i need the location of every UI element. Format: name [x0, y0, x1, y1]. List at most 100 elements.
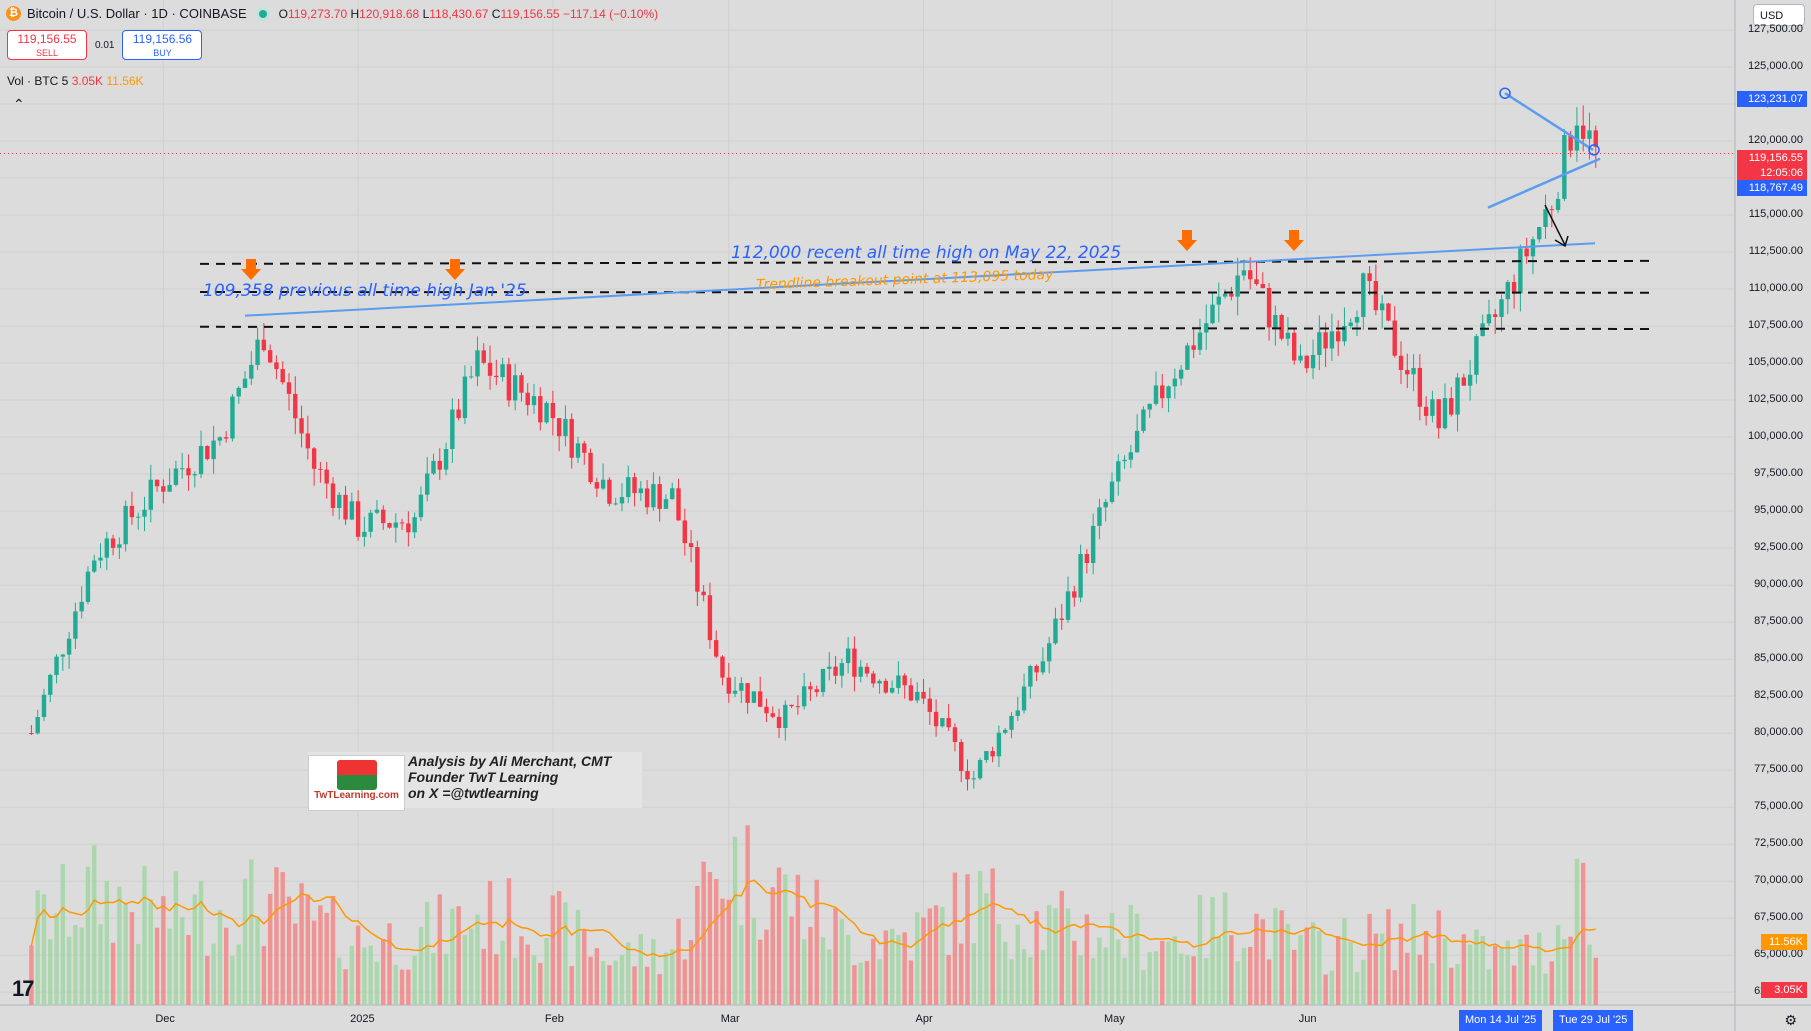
candle — [550, 402, 556, 419]
volume-bar — [1518, 939, 1523, 1005]
candle — [1549, 209, 1554, 211]
candle — [1128, 452, 1134, 460]
candle — [280, 369, 285, 383]
candle — [1379, 303, 1385, 311]
volume-bar — [1530, 965, 1536, 1005]
candle — [757, 691, 763, 707]
volume-bar — [827, 949, 832, 1005]
candle — [1279, 314, 1284, 339]
candle — [745, 683, 750, 703]
volume-bar — [1216, 937, 1222, 1005]
volume-bar — [1442, 938, 1448, 1005]
volume-bar — [946, 954, 951, 1005]
candle — [117, 544, 122, 548]
volume-bar — [79, 927, 84, 1005]
volume-bar — [437, 894, 442, 1005]
settings-gear-icon[interactable]: ⚙ — [1784, 1012, 1797, 1028]
volume-bar — [1386, 909, 1391, 1005]
volume-bar — [205, 955, 210, 1005]
currency-selector[interactable]: USD — [1753, 4, 1805, 26]
volume-bar — [959, 943, 964, 1005]
trade-panel: 119,156.55 SELL 0.01 119,156.56 BUY — [7, 30, 203, 60]
y-tick-label: 107,500.00 — [1747, 319, 1803, 332]
volume-bar — [871, 938, 876, 1005]
annotation-ath-may[interactable]: 112,000 recent all time high on May 22, … — [731, 243, 1122, 263]
credit-box: TwTLearning.com Analysis by Ali Merchant… — [308, 752, 642, 811]
candle — [1097, 507, 1102, 526]
volume-bar — [412, 955, 417, 1005]
volume-bar — [198, 880, 204, 1005]
volume-bar — [789, 916, 794, 1005]
countdown-tag: 12:05:06 — [1737, 165, 1807, 181]
volume-bar — [764, 929, 769, 1005]
volume-bar — [1511, 965, 1517, 1005]
volume-bar — [852, 965, 857, 1005]
x-tick-label: Apr — [915, 1013, 933, 1025]
volume-bar — [575, 909, 581, 1005]
trendline — [244, 242, 1596, 317]
volume-bar — [1147, 952, 1152, 1005]
candle — [249, 364, 254, 379]
volume-bar — [381, 938, 386, 1005]
volume-bar — [431, 952, 436, 1005]
volume-bar — [833, 908, 838, 1005]
candle — [921, 691, 926, 699]
volume-bar — [1072, 940, 1077, 1005]
volume-bar — [839, 918, 845, 1005]
volume-bar — [161, 896, 166, 1005]
y-tick-label: 92,500.00 — [1754, 541, 1803, 554]
candle — [1354, 316, 1360, 323]
y-tick-label: 90,000.00 — [1754, 578, 1803, 591]
volume-bar — [1273, 908, 1278, 1005]
volume-bar — [638, 933, 644, 1005]
buy-button[interactable]: 119,156.56 BUY — [122, 30, 203, 60]
volume-bar — [1116, 939, 1121, 1005]
volume-bar — [1329, 970, 1335, 1005]
candle — [1222, 293, 1228, 297]
volume-bar — [626, 942, 631, 1005]
candle — [1511, 282, 1517, 294]
candle — [161, 486, 166, 492]
candle — [198, 445, 204, 475]
volume-bar — [720, 898, 725, 1005]
candle — [644, 488, 650, 508]
candle — [481, 350, 486, 363]
volume-bar — [1260, 919, 1265, 1005]
volume-bar — [73, 925, 78, 1005]
candle — [349, 501, 355, 520]
volume-bar — [1549, 961, 1554, 1005]
candle — [66, 638, 72, 655]
x-tick-label: May — [1104, 1013, 1125, 1025]
annotation-ath-jan[interactable]: 109,358 previous all time high Jan '25 — [203, 281, 527, 301]
volume-bar — [952, 872, 958, 1005]
volume-bar — [1493, 945, 1498, 1005]
candle — [732, 690, 738, 694]
volume-bar — [632, 966, 637, 1005]
collapse-legend-icon[interactable]: ⌃ — [13, 96, 25, 112]
candle — [676, 488, 681, 521]
candle — [1329, 331, 1335, 349]
volume-bar — [1279, 910, 1284, 1005]
volume-bar — [305, 894, 311, 1005]
candle — [468, 376, 474, 378]
symbol-title[interactable]: Bitcoin / U.S. Dollar · 1D · COINBASE — [27, 6, 247, 21]
volume-bar — [977, 870, 983, 1005]
volume-bar — [500, 940, 505, 1005]
volume-bar — [142, 866, 147, 1005]
sell-button[interactable]: 119,156.55 SELL — [7, 30, 87, 60]
candle — [437, 460, 442, 470]
candle — [1298, 355, 1303, 361]
candle — [1059, 618, 1064, 620]
volume-bar — [1486, 969, 1492, 1005]
volume-bar — [801, 939, 807, 1005]
volume-bar — [607, 965, 612, 1005]
tradingview-logo-icon[interactable]: 17 — [12, 976, 35, 1001]
volume-bar — [192, 894, 197, 1005]
candle — [1273, 314, 1278, 328]
volume-bar — [550, 895, 556, 1005]
volume-bar — [48, 939, 53, 1005]
candle — [1323, 332, 1328, 349]
volume-bar — [123, 904, 128, 1005]
candle — [1103, 501, 1108, 508]
